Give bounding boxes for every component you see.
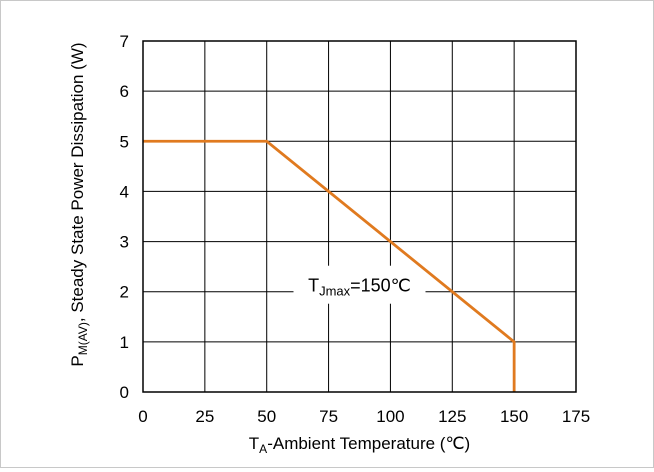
x-tick-label-6: 150 xyxy=(500,407,528,426)
y-tick-labels: 0 1 2 3 4 5 6 7 xyxy=(120,32,129,402)
x-tick-label-3: 75 xyxy=(319,407,338,426)
y-tick-label-5: 5 xyxy=(120,132,129,151)
x-axis-label-rest: -Ambient Temperature (℃) xyxy=(267,434,470,453)
x-tick-label-7: 175 xyxy=(562,407,590,426)
y-tick-label-7: 7 xyxy=(120,32,129,51)
x-axis-label-main: T xyxy=(249,434,259,453)
y-axis-label-main: P xyxy=(68,355,87,366)
y-axis-label: PM(AV), Steady State Power Dissipation (… xyxy=(68,42,90,366)
x-tick-label-4: 100 xyxy=(376,407,404,426)
x-axis-label-sub: A xyxy=(259,442,267,456)
y-axis-label-sub: M(AV) xyxy=(76,322,90,355)
tjmax-annotation-sub: Jmax xyxy=(319,284,351,299)
y-tick-label-3: 3 xyxy=(120,233,129,252)
plot-area-border xyxy=(142,40,577,393)
x-tick-label-5: 125 xyxy=(438,407,466,426)
tjmax-annotation-rest: =150℃ xyxy=(350,276,411,296)
series-line-0 xyxy=(143,139,516,392)
x-tick-labels: 0 25 50 75 100 125 150 175 xyxy=(138,407,590,426)
tjmax-annotation: TJmax=150℃ xyxy=(308,276,411,299)
x-tick-label-1: 25 xyxy=(195,407,214,426)
y-tick-label-4: 4 xyxy=(120,182,129,201)
y-tick-label-6: 6 xyxy=(120,82,129,101)
x-axis-label: TA-Ambient Temperature (℃) xyxy=(249,434,470,456)
x-tick-label-2: 50 xyxy=(257,407,276,426)
x-tick-label-0: 0 xyxy=(138,407,147,426)
series-layer xyxy=(143,139,516,392)
y-tick-label-0: 0 xyxy=(120,383,129,402)
tjmax-annotation-main: T xyxy=(308,276,319,296)
y-tick-label-2: 2 xyxy=(120,283,129,302)
annotation-background xyxy=(293,265,426,304)
y-tick-label-1: 1 xyxy=(120,333,129,352)
y-axis-label-rest: , Steady State Power Dissipation (W) xyxy=(68,42,87,322)
annotation-box xyxy=(293,265,426,304)
grid-lines xyxy=(142,40,577,393)
